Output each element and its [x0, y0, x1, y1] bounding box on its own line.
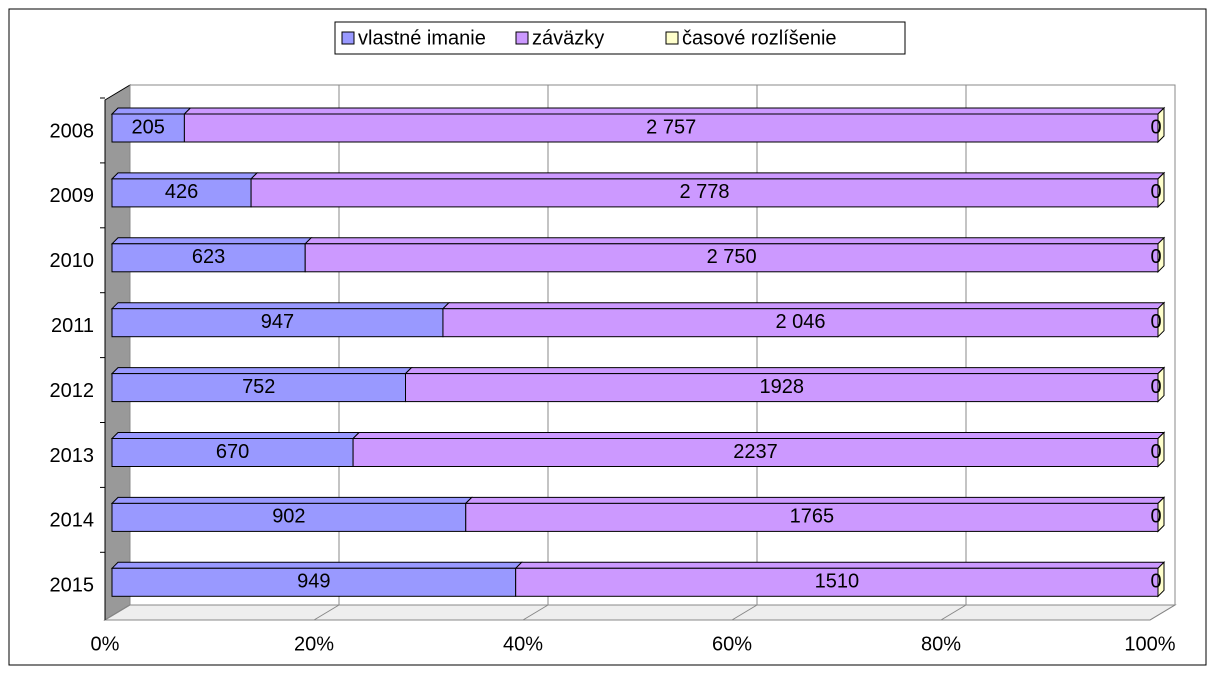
bar-top: [110, 432, 361, 439]
bar-top: [110, 302, 451, 310]
data-label: 426: [165, 181, 198, 203]
bar-side: [1157, 301, 1165, 338]
bar-side: [1157, 171, 1165, 209]
left-wall: [104, 84, 131, 621]
y-tick-label: 2012: [50, 380, 95, 402]
bar-side: [1157, 431, 1165, 468]
floor-line: [1149, 604, 1176, 621]
legend-label: záväzky: [532, 27, 604, 49]
bar-top: [110, 237, 313, 245]
bar-top: [441, 302, 1166, 310]
y-tick-label: 2013: [50, 445, 95, 467]
bar: [111, 373, 407, 403]
floor-line: [731, 604, 758, 621]
data-label: 670: [216, 441, 249, 463]
bar: [111, 502, 467, 532]
legend-label: vlastné imanie: [358, 27, 486, 49]
data-label: 947: [261, 311, 294, 333]
bar-side: [1157, 561, 1165, 598]
data-label: 1510: [815, 571, 860, 593]
bar: [111, 438, 354, 467]
floor-line: [522, 604, 549, 621]
bar-side: [1157, 106, 1165, 144]
data-label: 2237: [733, 441, 778, 463]
data-label: 0: [1150, 441, 1161, 463]
x-tick-label: 40%: [503, 633, 543, 655]
y-tick-label: 2015: [50, 575, 95, 597]
x-tick-label: 0%: [91, 633, 120, 655]
bar-top: [351, 432, 1166, 439]
bar: [111, 567, 517, 597]
data-label: 949: [297, 571, 330, 593]
x-tick-label: 60%: [712, 633, 752, 655]
x-tick-label: 20%: [294, 633, 334, 655]
y-tick-label: 2009: [50, 185, 95, 207]
data-label: 902: [272, 506, 305, 528]
bar-top: [110, 172, 259, 180]
bar: [352, 438, 1159, 467]
bar: [465, 502, 1159, 532]
floor: [103, 604, 1177, 621]
bar-side: [1157, 236, 1165, 274]
bar-top: [183, 107, 1166, 115]
legend-label: časové rozlíšenie: [682, 27, 837, 49]
bar: [442, 308, 1159, 338]
x-tick-label: 80%: [921, 633, 961, 655]
data-label: 1765: [790, 506, 835, 528]
data-label: 2 046: [775, 311, 825, 333]
legend-swatch: [341, 31, 355, 45]
bar: [111, 178, 252, 208]
floor-line: [313, 604, 340, 621]
data-label: 623: [192, 246, 225, 268]
legend-swatch: [665, 31, 679, 45]
bar: [304, 243, 1159, 273]
bar-top: [514, 561, 1166, 569]
floor-line: [940, 604, 967, 621]
data-label: 0: [1150, 311, 1161, 333]
y-tick-label: 2011: [51, 315, 94, 337]
bar-top: [249, 172, 1166, 180]
bar-top: [110, 367, 413, 375]
y-tick-label: 2008: [50, 120, 95, 142]
x-tick-label: 100%: [1124, 633, 1175, 655]
data-label: 2 757: [646, 116, 696, 138]
bar: [250, 178, 1159, 208]
bar: [111, 308, 444, 338]
bar-top: [404, 367, 1166, 375]
bar: [111, 243, 306, 273]
bar-top: [110, 496, 473, 504]
data-label: 0: [1150, 376, 1161, 398]
bar-side: [1157, 366, 1165, 403]
bar: [405, 373, 1159, 403]
data-label: 2 778: [680, 181, 730, 203]
data-label: 0: [1150, 116, 1161, 138]
bar-top: [110, 561, 523, 569]
y-tick-label: 2010: [50, 250, 95, 272]
legend: [334, 21, 906, 55]
bar-top: [303, 237, 1166, 245]
bar-side: [1157, 496, 1165, 533]
bar: [515, 567, 1159, 597]
y-tick-label: 2014: [50, 510, 95, 532]
data-label: 0: [1150, 181, 1161, 203]
data-label: 752: [242, 376, 275, 398]
data-label: 0: [1150, 571, 1161, 593]
bar-top: [110, 107, 192, 115]
data-label: 2 750: [707, 246, 757, 268]
bar-top: [464, 496, 1166, 504]
data-label: 0: [1150, 506, 1161, 528]
data-label: 1928: [760, 376, 805, 398]
legend-swatch: [515, 31, 529, 45]
data-label: 0: [1150, 246, 1161, 268]
data-label: 205: [132, 116, 165, 138]
floor-line: [104, 604, 131, 621]
